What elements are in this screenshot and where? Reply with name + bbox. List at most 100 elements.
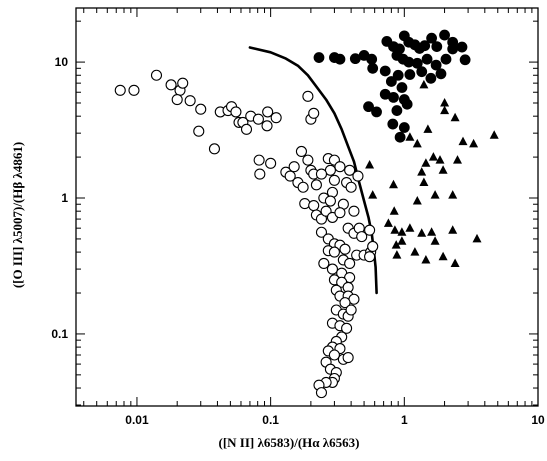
open-circle-point bbox=[261, 120, 273, 132]
filled-triangle-point bbox=[440, 105, 450, 115]
filled-circle-point bbox=[416, 66, 428, 78]
open-circle-point bbox=[230, 106, 242, 118]
filled-triangle-point bbox=[472, 233, 482, 243]
filled-circle-point bbox=[379, 88, 391, 100]
filled-triangle-point bbox=[430, 236, 440, 245]
filled-triangle-point bbox=[391, 240, 401, 249]
filled-circle-point bbox=[401, 98, 413, 110]
tick-labels: 0.01 0.1 1 10 0.1 1 10 bbox=[51, 55, 545, 427]
axis-ticks bbox=[76, 8, 539, 406]
open-circle-point bbox=[318, 257, 330, 270]
filled-triangle-point bbox=[412, 138, 422, 148]
filled-circle-point bbox=[394, 131, 406, 143]
filled-triangle-point bbox=[390, 225, 400, 234]
filled-triangle-point bbox=[410, 247, 420, 256]
filled-circle-point bbox=[439, 29, 450, 41]
filled-triangle-point bbox=[389, 206, 399, 215]
filled-triangle-point bbox=[383, 218, 393, 227]
open-circle-point bbox=[114, 84, 126, 96]
open-circle-point bbox=[295, 145, 307, 158]
filled-circle-point bbox=[363, 101, 374, 113]
open-circle-point bbox=[345, 304, 357, 316]
filled-triangle-point bbox=[365, 160, 375, 169]
open-circle-point bbox=[328, 246, 340, 258]
filled-circle-point bbox=[334, 53, 346, 65]
demarcation-curve bbox=[248, 46, 378, 295]
open-circle-point bbox=[299, 198, 311, 210]
open-circle-point bbox=[344, 164, 356, 176]
filled-triangle-point bbox=[419, 79, 429, 89]
open-circle-point bbox=[265, 157, 277, 169]
filled-triangle-point bbox=[397, 227, 407, 236]
filled-circle-point bbox=[426, 32, 438, 44]
open-circle-point bbox=[334, 207, 346, 219]
filled-triangle-point bbox=[469, 138, 479, 148]
open-circle-point bbox=[315, 226, 328, 238]
open-circle-point bbox=[284, 170, 296, 182]
filled-circle-point bbox=[392, 69, 404, 81]
x-tick-label: 10 bbox=[531, 413, 545, 427]
open-circle-point bbox=[252, 113, 264, 125]
plot-frame bbox=[75, 7, 539, 407]
filled-triangle-point bbox=[368, 190, 378, 199]
open-circle-point bbox=[339, 243, 351, 255]
open-circle-point bbox=[254, 168, 266, 180]
filled-triangle-point bbox=[423, 124, 433, 133]
filled-triangle-point bbox=[448, 225, 458, 234]
open-circle-point bbox=[341, 322, 353, 334]
filled-triangle-point bbox=[440, 98, 450, 107]
open-circle-point bbox=[328, 174, 340, 186]
filled-triangle-point bbox=[392, 250, 402, 259]
open-circle-point bbox=[302, 154, 314, 166]
filled-circle-point bbox=[367, 62, 379, 74]
filled-triangle-point bbox=[405, 132, 415, 141]
x-tick-label: 0.1 bbox=[262, 413, 279, 427]
filled-triangle-point bbox=[397, 236, 407, 245]
open-circle-point bbox=[342, 352, 354, 364]
filled-triangle-point bbox=[428, 152, 438, 161]
filled-triangle-point bbox=[417, 228, 427, 237]
open-circle-point bbox=[150, 69, 163, 81]
filled-circle-point bbox=[349, 53, 361, 65]
filled-circle-point bbox=[411, 57, 423, 69]
open-circle-point bbox=[356, 231, 368, 243]
x-axis-title: ([N II] λ6583)/(Hα λ6563) bbox=[219, 435, 360, 450]
filled-circle-point bbox=[404, 69, 416, 80]
filled-triangle-point bbox=[450, 112, 460, 122]
open-circle-point bbox=[348, 205, 360, 217]
filled-circle-point bbox=[387, 118, 399, 130]
open-circle-point bbox=[177, 77, 189, 89]
filled-triangle-point bbox=[421, 255, 431, 264]
open-circle-point bbox=[171, 94, 183, 106]
open-circle-point bbox=[328, 349, 340, 361]
filled-triangle-point bbox=[419, 177, 429, 186]
open-circle-point bbox=[193, 125, 205, 137]
filled-circle-point bbox=[419, 40, 431, 52]
filled-triangle-point bbox=[450, 258, 460, 267]
filled-circle-point bbox=[431, 41, 443, 53]
filled-triangle-point bbox=[405, 223, 415, 232]
open-circle-point bbox=[352, 170, 364, 182]
open-circle-point bbox=[297, 181, 309, 193]
x-tick-label: 0.01 bbox=[125, 413, 149, 427]
filled-triangle-point bbox=[448, 190, 458, 199]
open-circle-point bbox=[308, 107, 320, 119]
filled-triangle-point bbox=[489, 130, 499, 139]
filled-triangle-point bbox=[412, 196, 422, 205]
open-circle-point bbox=[326, 263, 338, 275]
open-circle-point bbox=[315, 387, 328, 399]
open-circle-point bbox=[339, 297, 351, 309]
y-axis-title: ([O III] λ5007)/(Hβ λ4861) bbox=[10, 142, 25, 288]
filled-triangle-point bbox=[389, 179, 398, 189]
open-circle-point bbox=[128, 84, 140, 96]
open-circle-point bbox=[344, 257, 356, 270]
open-circle-point bbox=[367, 240, 379, 253]
open-circle-point bbox=[208, 143, 221, 155]
filled-circle-point bbox=[425, 72, 437, 84]
open-circle-point bbox=[165, 79, 177, 91]
filled-circle-point bbox=[403, 56, 415, 68]
filled-triangle-point bbox=[421, 158, 431, 167]
open-circle-point bbox=[253, 154, 265, 166]
y-tick-label: 10 bbox=[55, 55, 69, 69]
open-circle-point bbox=[288, 161, 300, 173]
